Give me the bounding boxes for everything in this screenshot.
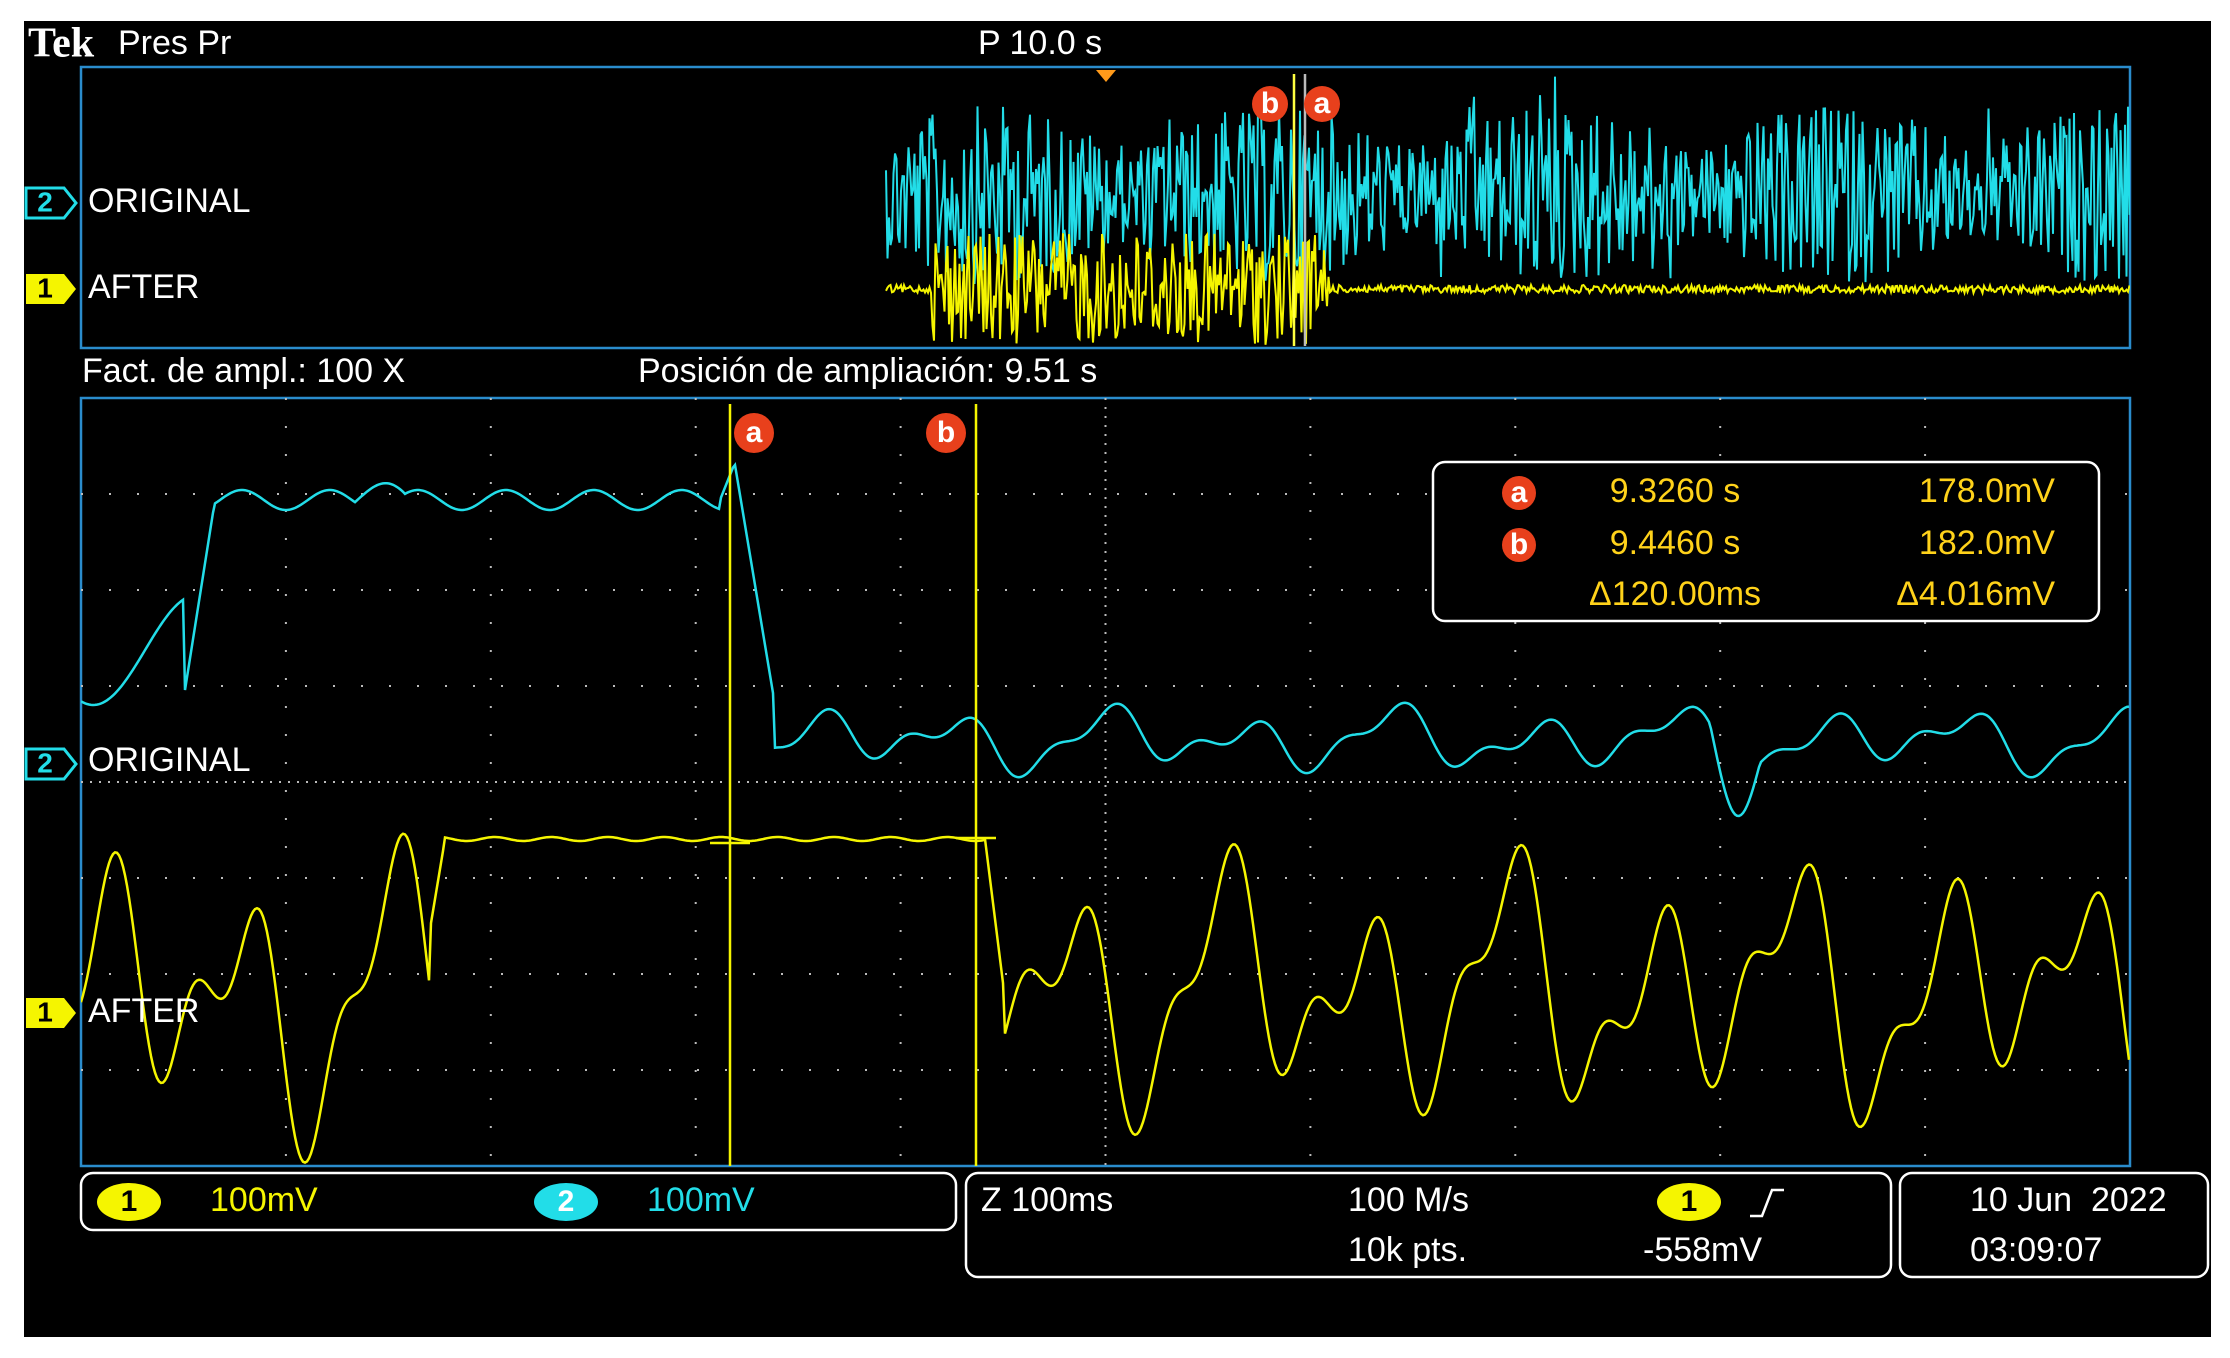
zoom-waveforms [81, 462, 2130, 1165]
date: 10 Jun 2022 [1970, 1181, 2167, 1219]
clock [1898, 1171, 2210, 1279]
cursor-value: 178.0mV [1919, 472, 2055, 510]
trigger-level: -558mV [1643, 1231, 1762, 1269]
cursor-tag: b [937, 416, 955, 449]
channel-scale: 100mV [647, 1181, 755, 1219]
cursor-badge [1502, 528, 1536, 562]
overview-channel-2 [885, 76, 2130, 284]
cursor-badge [734, 413, 774, 453]
record-length: 10k pts. [1348, 1231, 1467, 1269]
zoom-channel-1 [81, 832, 2130, 1165]
channel-badge [97, 1183, 161, 1221]
acquisition-mode: Pres Pr [118, 24, 231, 62]
channel-label: ORIGINAL [88, 741, 250, 779]
overview-waveforms [885, 76, 2130, 345]
trigger-badge [1657, 1183, 1721, 1221]
cursor-badge [1502, 476, 1536, 510]
trigger-marker [1096, 70, 1116, 82]
cursor-readout [1431, 460, 2101, 623]
time: 03:09:07 [1970, 1231, 2102, 1269]
trigger-position: P 10.0 s [978, 24, 1102, 62]
cursor-value: 182.0mV [1919, 524, 2055, 562]
cursor-tag: b [1261, 87, 1279, 120]
brand: Tek [28, 21, 95, 67]
cursor-tag: a [746, 416, 763, 449]
channel-label: AFTER [88, 268, 199, 306]
cursor-tag: a [1314, 87, 1331, 120]
channel-number: 1 [37, 996, 53, 1027]
zoom-position: Posición de ampliación: 9.51 s [638, 352, 1097, 390]
channel-number: 2 [37, 747, 53, 778]
channel-marker [24, 747, 78, 781]
channel-number: 2 [558, 1185, 575, 1218]
horizontal-settings [964, 1171, 1893, 1279]
trigger-source: 1 [1681, 1185, 1698, 1218]
channel-number: 2 [37, 186, 53, 217]
channel-scale: 100mV [210, 1181, 318, 1219]
channel-number: 1 [121, 1185, 138, 1218]
channel-marker [24, 186, 78, 220]
timebase: Z 100ms [981, 1181, 1113, 1219]
channel-badge [534, 1183, 598, 1221]
cursor-tag: a [1511, 476, 1528, 509]
channel-label: ORIGINAL [88, 182, 250, 220]
vertical-settings [79, 1171, 958, 1232]
zoom-channel-2 [81, 462, 2130, 818]
overview-channel-1 [885, 231, 2130, 345]
channel-number: 1 [37, 272, 53, 303]
delta-time: Δ120.00ms [1589, 575, 1761, 613]
channel-marker [26, 998, 76, 1028]
cursor-time: 9.3260 s [1610, 472, 1740, 510]
cursor-time: 9.4460 s [1610, 524, 1740, 562]
cursor-badge [1252, 86, 1288, 122]
screen-background [24, 21, 2211, 1337]
delta-value: Δ4.016mV [1896, 575, 2055, 613]
graticule [81, 398, 2130, 1166]
sample-rate: 100 M/s [1348, 1181, 1469, 1219]
trigger-slope [1750, 1188, 1784, 1218]
cursor-badge [926, 413, 966, 453]
channel-marker [26, 274, 76, 304]
cursor-badge [1304, 86, 1340, 122]
channel-label: AFTER [88, 992, 199, 1030]
zoom-factor: Fact. de ampl.: 100 X [82, 352, 405, 390]
cursor-tag: b [1510, 528, 1528, 561]
